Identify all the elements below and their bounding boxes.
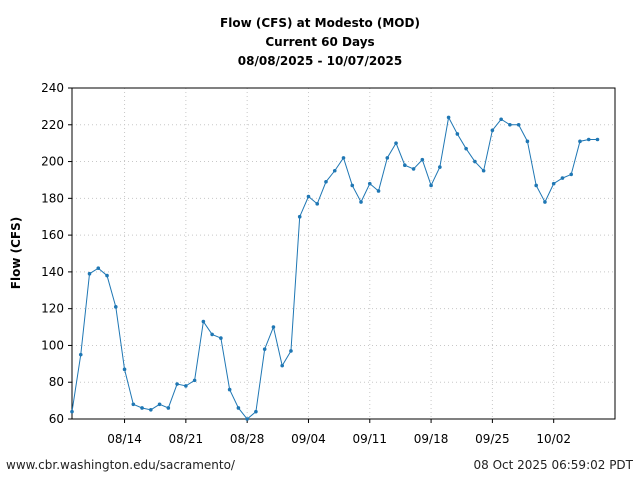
data-point (210, 332, 214, 337)
data-point (87, 271, 92, 276)
y-tick-label: 60 (49, 412, 64, 426)
data-point (271, 325, 276, 329)
data-point (411, 167, 416, 171)
data-point (332, 168, 337, 173)
data-point (315, 202, 320, 206)
data-point (551, 181, 556, 186)
generated-timestamp: 08 Oct 2025 06:59:02 PDT (473, 458, 633, 472)
data-point (122, 367, 127, 372)
data-point (254, 409, 258, 414)
grid (72, 88, 615, 419)
series-layer (70, 115, 600, 421)
x-tick-label: 08/21 (169, 432, 204, 446)
chart-title: Flow (CFS) at Modesto (MOD) (220, 16, 420, 30)
data-point (359, 200, 363, 204)
y-tick-label: 100 (41, 338, 64, 352)
data-point (131, 402, 136, 407)
data-point (595, 137, 600, 142)
data-point (481, 168, 486, 173)
data-point (149, 408, 153, 412)
y-tick-label: 80 (49, 375, 64, 389)
y-tick-label: 140 (41, 265, 64, 279)
data-point (429, 183, 433, 188)
x-tick-label: 09/11 (352, 432, 387, 446)
y-tick-label: 160 (41, 228, 64, 242)
y-axis-label: Flow (CFS) (9, 217, 23, 289)
y-tick-label: 240 (41, 81, 64, 95)
data-point (403, 163, 407, 168)
data-point (96, 266, 101, 271)
data-point (113, 305, 118, 309)
data-point (306, 194, 311, 199)
data-point (446, 115, 451, 120)
data-point (219, 336, 223, 340)
data-point (245, 417, 249, 421)
series-line (71, 115, 598, 420)
data-point (297, 214, 302, 219)
y-tick-label: 220 (41, 118, 64, 132)
data-point (367, 181, 372, 186)
data-point (289, 349, 293, 353)
data-point (420, 157, 425, 162)
data-point (175, 382, 179, 386)
data-point (473, 159, 477, 164)
axes: 60 80 100 120 140 160 180 200 220 240 08/14 08/21 08… (41, 81, 616, 446)
data-point (70, 409, 74, 414)
data-point (508, 122, 512, 127)
data-point (192, 378, 197, 383)
data-point (166, 406, 171, 410)
data-point (236, 406, 241, 410)
data-point (184, 384, 188, 388)
data-point (516, 122, 521, 127)
data-point (438, 165, 442, 169)
data-point (105, 273, 109, 278)
data-point (499, 117, 503, 122)
data-point (262, 347, 267, 351)
chart-date-range: 08/08/2025 - 10/07/2025 (237, 54, 403, 68)
data-point (341, 156, 346, 160)
x-tick-label: 08/28 (230, 432, 265, 446)
data-point (455, 132, 460, 136)
data-point (324, 179, 328, 184)
y-tick-label: 200 (41, 155, 64, 169)
data-point (78, 352, 83, 357)
x-tick-label: 09/18 (414, 432, 449, 446)
x-tick-label: 10/02 (536, 432, 571, 446)
plot-frame (71, 87, 616, 420)
data-point (140, 406, 144, 410)
data-point (578, 139, 582, 144)
y-tick-label: 180 (41, 191, 64, 205)
chart-subtitle: Current 60 Days (265, 35, 375, 49)
x-tick-label: 08/14 (107, 432, 142, 446)
y-tick-label: 120 (41, 302, 64, 316)
data-point (464, 146, 468, 151)
data-point (490, 128, 495, 133)
data-point (227, 387, 232, 392)
data-point (157, 402, 162, 407)
data-point (543, 200, 547, 204)
data-point (534, 183, 538, 188)
data-point (394, 141, 398, 145)
x-tick-label: 09/04 (291, 432, 326, 446)
data-point (385, 156, 390, 160)
source-url: www.cbr.washington.edu/sacramento/ (6, 458, 235, 472)
data-point (525, 139, 530, 144)
data-point (560, 176, 565, 180)
data-point (586, 137, 591, 142)
x-tick-label: 09/25 (475, 432, 510, 446)
data-point (376, 189, 381, 193)
data-point (201, 319, 206, 324)
data-point (280, 363, 284, 368)
data-point (569, 172, 574, 177)
data-point (350, 183, 355, 188)
